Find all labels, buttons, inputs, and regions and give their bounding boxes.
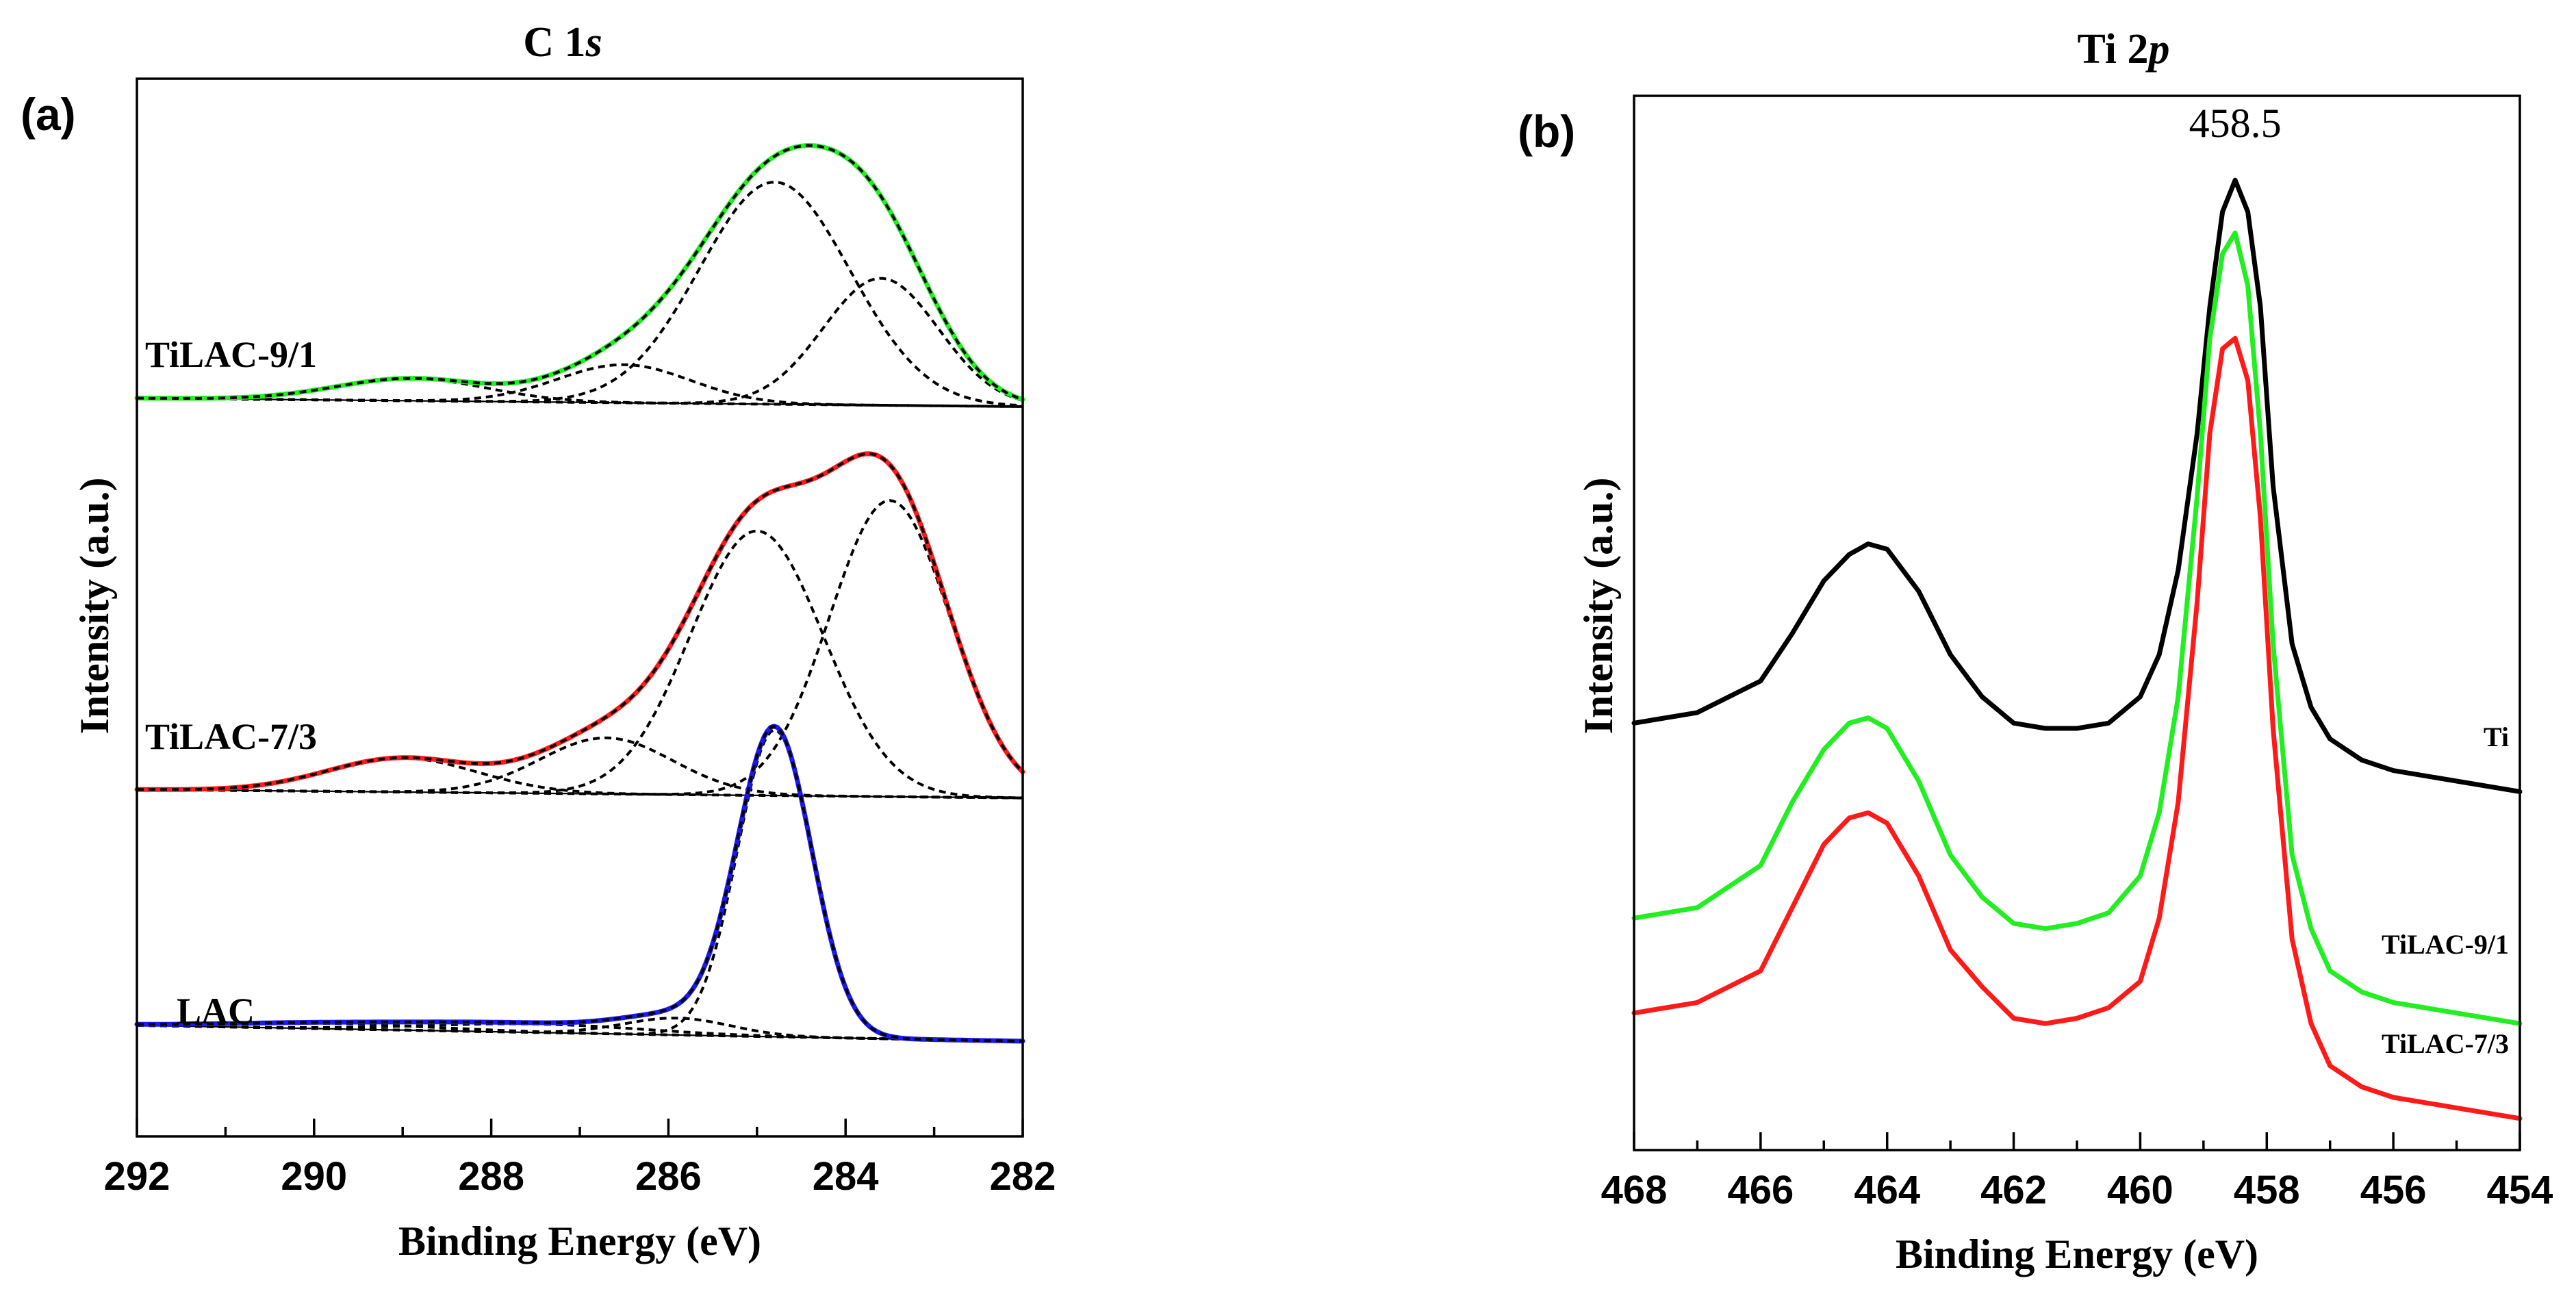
panel-a-x-tick-label: 288 — [458, 1154, 524, 1199]
series-label-TiLAC-9/1: TiLAC-9/1 — [145, 334, 317, 375]
panel-b-x-ticks: 468 466 464 462 460 458 456 454 — [1601, 1132, 2553, 1212]
panel-b-x-tick-label: 464 — [1854, 1168, 1920, 1212]
panel-a: (a) C 1s 292 290 288 286 284 282 TiLAC-9/1TiL… — [21, 19, 1056, 1264]
panel-a-letter: (a) — [21, 89, 76, 140]
series-line-TiLAC-9/1 — [1631, 230, 2523, 1026]
panel-a-x-axis-label: Binding Energy (eV) — [398, 1219, 761, 1264]
series-line-Ti — [1631, 177, 2523, 794]
fit-component-TiLAC-7/3 — [136, 529, 1023, 800]
panel-a-x-tick-label: 282 — [990, 1154, 1056, 1199]
panel-a-x-tick-label: 286 — [635, 1154, 702, 1199]
panel-b-x-tick-label: 456 — [2360, 1168, 2427, 1212]
panel-b-x-tick-label: 460 — [2107, 1168, 2173, 1212]
panel-a-plot-lines — [134, 143, 1025, 1044]
panel-b-x-tick-label: 458 — [2234, 1168, 2300, 1212]
fit-component-LAC — [137, 1021, 1023, 1043]
fit-component-LAC — [136, 728, 1023, 1043]
series-line-LAC — [134, 724, 1025, 1044]
panel-b-plot-lines — [1631, 177, 2523, 1121]
fit-component-TiLAC-7/3 — [136, 756, 1023, 800]
series-label-Ti: Ti — [2484, 722, 2509, 752]
panel-b-plot-frame — [1633, 94, 2521, 1151]
panel-b-series-labels: Ti TiLAC-9/1 TiLAC-7/3 — [2382, 722, 2509, 1059]
peak-position-annotation: 458.5 — [2189, 101, 2282, 146]
panel-a-x-tick-label: 292 — [104, 1154, 170, 1199]
panel-b-title-main: Ti 2 — [2078, 26, 2149, 73]
panel-a-title-main: C 1 — [523, 19, 585, 66]
series-line-TiLAC-7/3 — [1631, 335, 2523, 1121]
panel-a-series-labels: TiLAC-9/1 TiLAC-7/3 LAC — [145, 334, 317, 1032]
series-label-TiLAC-7/3: TiLAC-7/3 — [2382, 1028, 2509, 1059]
panel-b-y-axis-label: Intensity (a.u.) — [1576, 477, 1621, 734]
panel-a-title-italic: s — [585, 19, 602, 66]
panel-b-x-axis-label: Binding Energy (eV) — [1896, 1232, 2258, 1277]
panel-a-x-tick-label: 284 — [813, 1154, 879, 1199]
fit-component-LAC — [136, 1017, 1023, 1043]
panel-a-plot-frame — [136, 77, 1024, 1138]
panel-b: (b) Ti 2p 468 466 464 462 460 458 456 454 Ti TiL… — [1518, 26, 2553, 1277]
fit-component-TiLAC-7/3 — [136, 499, 1024, 796]
panel-b-x-tick-label: 466 — [1727, 1168, 1794, 1212]
series-label-TiLAC-9/1: TiLAC-9/1 — [2382, 929, 2509, 960]
panel-a-x-ticks: 292 290 288 286 284 282 — [104, 1119, 1056, 1199]
fit-envelope-TiLAC-7/3 — [136, 452, 1024, 791]
panel-b-title: Ti 2p — [2078, 26, 2170, 73]
fit-component-TiLAC-9/1 — [137, 363, 1023, 408]
panel-a-y-axis-label: Intensity (a.u.) — [72, 477, 117, 734]
panel-b-x-tick-label: 468 — [1601, 1168, 1668, 1212]
panel-b-x-tick-label: 454 — [2487, 1168, 2553, 1212]
panel-a-title: C 1s — [523, 19, 602, 66]
panel-b-title-italic: p — [2145, 26, 2169, 73]
panel-a-x-tick-label: 290 — [281, 1154, 347, 1199]
fit-component-TiLAC-9/1 — [137, 180, 1023, 407]
panel-b-x-tick-label: 462 — [1980, 1168, 2047, 1212]
fit-component-TiLAC-9/1 — [136, 377, 1023, 408]
fit-envelope-LAC — [137, 724, 1023, 1043]
fit-component-TiLAC-9/1 — [137, 277, 1023, 405]
series-label-LAC: LAC — [177, 991, 255, 1032]
panel-b-letter: (b) — [1518, 106, 1575, 157]
fit-envelope-TiLAC-9/1 — [136, 144, 1023, 401]
series-label-TiLAC-7/3: TiLAC-7/3 — [145, 716, 317, 757]
